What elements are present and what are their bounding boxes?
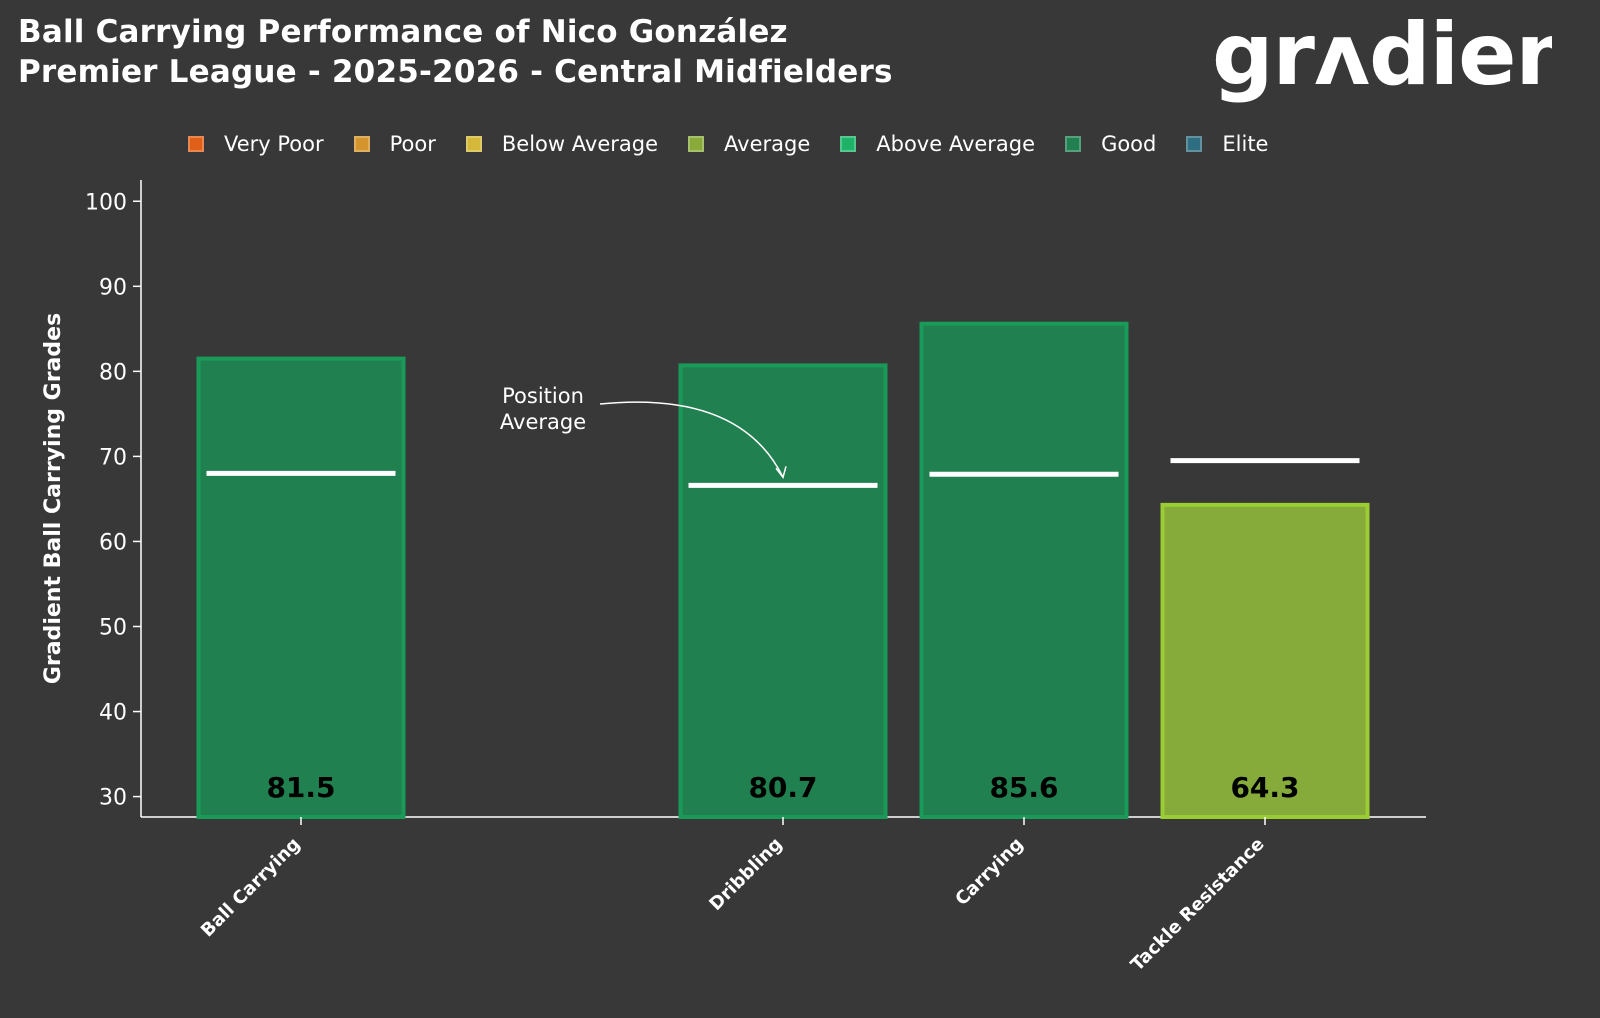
legend-item: Average [688, 132, 810, 156]
x-tick-label: Ball Carrying [197, 834, 305, 942]
legend-item: Elite [1186, 132, 1268, 156]
y-tick-label: 30 [99, 786, 127, 811]
legend-item: Very Poor [188, 132, 324, 156]
legend-label: Above Average [876, 132, 1036, 156]
y-tick-label: 70 [99, 445, 127, 470]
y-tick-label: 100 [85, 190, 127, 215]
x-tick-label: Tackle Resistance [1127, 834, 1269, 976]
arrow-head-icon [775, 466, 787, 479]
legend-swatch [465, 136, 482, 152]
logo-wordmark: grʌdient [1212, 5, 1600, 105]
y-tick-label: 90 [99, 275, 127, 300]
chart-title: Ball Carrying Performance of Nico Gonzál… [18, 12, 893, 92]
bar [1160, 502, 1370, 819]
legend-label: Average [724, 132, 811, 156]
bar-value-label: 64.3 [1230, 771, 1299, 804]
legend-item: Poor [353, 132, 436, 156]
x-tick-label: Carrying [951, 834, 1027, 910]
bar-value-label: 81.5 [266, 771, 335, 804]
annotation-text: Average [500, 410, 586, 434]
legend-swatch [840, 136, 857, 152]
bar-value-label: 85.6 [989, 771, 1058, 804]
legend-item: Below Average [465, 132, 658, 156]
legend-label: Elite [1222, 132, 1269, 156]
y-tick-label: 40 [99, 701, 127, 726]
svg-text:grʌdient: grʌdient [1212, 6, 1552, 105]
gradient-logo: grʌdient [1212, 5, 1600, 127]
y-tick-label: 50 [99, 615, 127, 640]
legend-label: Good [1101, 132, 1157, 156]
y-tick-label: 80 [99, 360, 127, 385]
legend: Very Poor Poor Below Average Average Above A… [188, 132, 1298, 156]
title-line-2: Premier League - 2025-2026 - Central Mid… [18, 54, 893, 90]
legend-label: Below Average [501, 132, 658, 156]
legend-label: Very Poor [224, 132, 324, 156]
legend-item: Above Average [840, 132, 1035, 156]
annotation-arrow [599, 401, 784, 478]
x-tick-label: Dribbling [705, 834, 786, 915]
bar [678, 363, 888, 819]
bar [196, 356, 406, 819]
legend-swatch [1186, 136, 1203, 152]
y-axis-label: Gradient Ball Carrying Grades [41, 313, 66, 684]
legend-swatch [688, 136, 704, 152]
y-tick-label: 60 [99, 530, 127, 555]
legend-swatch [1065, 136, 1082, 152]
legend-swatch [353, 136, 370, 152]
bar-value-label: 80.7 [748, 771, 817, 804]
title-line-1: Ball Carrying Performance of Nico Gonzál… [18, 14, 788, 50]
bar [919, 321, 1129, 819]
legend-item: Good [1065, 132, 1156, 156]
legend-label: Poor [389, 132, 436, 156]
legend-swatch [188, 136, 204, 152]
annotation-text: Position [502, 384, 584, 408]
